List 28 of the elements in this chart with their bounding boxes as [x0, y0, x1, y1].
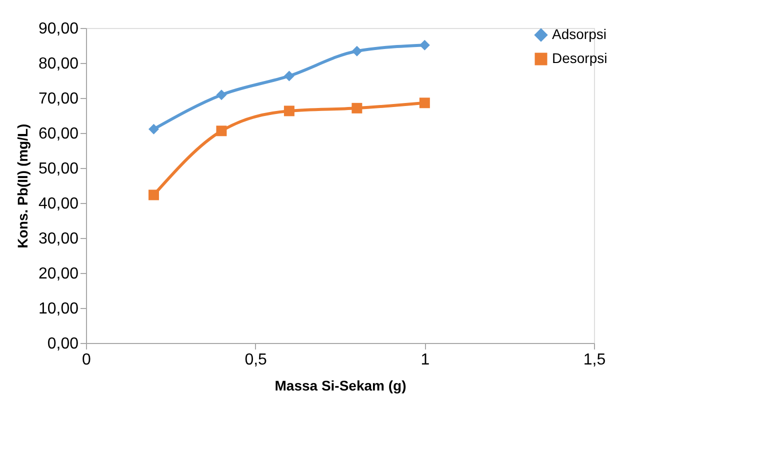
y-tick-label: 40,00 — [38, 196, 79, 212]
x-axis-title: Massa Si-Sekam (g) — [274, 378, 406, 394]
legend-label: Adsorpsi — [552, 26, 606, 42]
point — [352, 46, 362, 56]
y-tick-label: 70,00 — [38, 90, 79, 108]
y-tick-label: 0,00 — [47, 336, 79, 352]
y-tick-label: 80,00 — [38, 56, 79, 72]
point — [419, 40, 430, 50]
point — [216, 90, 227, 100]
legend-label: Desorpsi — [552, 50, 608, 66]
y-tick-label: 20,00 — [38, 266, 79, 282]
x-tick-label: 0 — [82, 352, 92, 368]
x-tick-label: 0,5 — [244, 352, 268, 368]
point — [284, 70, 294, 82]
y-tick-label: 30,00 — [38, 230, 79, 248]
y-tick-label: 10,00 — [38, 300, 79, 318]
point — [284, 106, 294, 116]
point — [216, 126, 227, 136]
x-tick-label: 1 — [420, 352, 430, 368]
point — [148, 190, 159, 200]
y-tick-label: 50,00 — [38, 160, 79, 178]
x-tick-label: 1,5 — [583, 352, 606, 368]
point — [148, 124, 159, 134]
y-axis-title: Kons. Pb(II) (mg/L) — [14, 124, 30, 248]
y-tick-label: 60,00 — [38, 126, 79, 142]
point — [419, 98, 430, 108]
point — [352, 102, 362, 114]
y-tick-label: 90,00 — [38, 20, 79, 38]
